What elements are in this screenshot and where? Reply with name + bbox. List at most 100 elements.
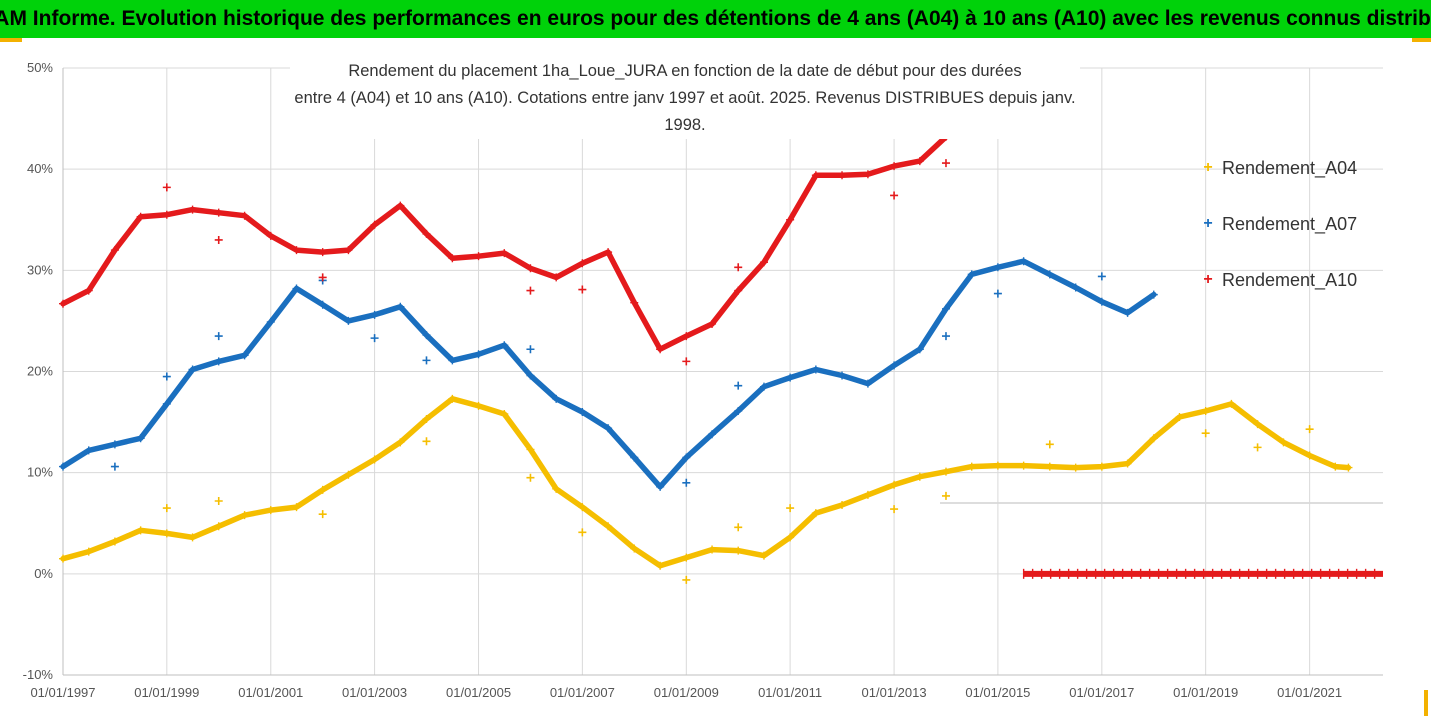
outlier-point	[526, 286, 535, 295]
outlier-point	[422, 437, 431, 446]
data-point	[604, 248, 613, 257]
data-point	[214, 208, 223, 217]
data-point	[396, 201, 405, 210]
data-point	[656, 345, 665, 354]
data-point	[915, 472, 924, 481]
x-tick-label: 01/01/2021	[1277, 685, 1342, 700]
data-point	[708, 545, 717, 554]
data-point	[552, 273, 561, 282]
data-point	[759, 382, 768, 391]
outlier-point	[890, 505, 899, 514]
series-a07	[59, 257, 1158, 491]
y-tick-label: 10%	[27, 465, 53, 480]
data-point	[526, 264, 535, 273]
x-tick-label: 01/01/2015	[965, 685, 1030, 700]
legend-label-a07: Rendement_A07	[1222, 213, 1358, 234]
data-point	[811, 171, 820, 180]
data-point	[292, 503, 301, 512]
data-point	[1123, 308, 1132, 317]
series-a04	[59, 394, 1353, 584]
data-point	[759, 551, 768, 560]
data-point	[578, 259, 587, 268]
y-tick-label: 40%	[27, 161, 53, 176]
data-point	[1149, 434, 1158, 443]
data-point	[1305, 451, 1314, 460]
outlier-point	[734, 263, 743, 272]
data-point	[1344, 463, 1353, 472]
data-point	[292, 246, 301, 255]
x-tick-label: 01/01/1999	[134, 685, 199, 700]
data-point	[474, 401, 483, 410]
data-point	[136, 526, 145, 535]
outlier-point	[526, 473, 535, 482]
data-point	[266, 506, 275, 515]
data-point	[188, 533, 197, 542]
data-point	[292, 284, 301, 293]
data-point	[967, 270, 976, 279]
data-point	[1253, 420, 1262, 429]
outlier-point	[318, 510, 327, 519]
series-a10	[59, 107, 1383, 579]
data-point	[967, 462, 976, 471]
data-point	[344, 316, 353, 325]
y-tick-label: -10%	[23, 667, 54, 682]
data-point	[318, 485, 327, 494]
data-point	[214, 357, 223, 366]
data-point	[474, 350, 483, 359]
outlier-point	[734, 381, 743, 390]
data-point	[370, 455, 379, 464]
data-point	[863, 379, 872, 388]
frame-corner-right	[1412, 38, 1431, 42]
legend-marker-a07: +	[1203, 215, 1213, 232]
outlier-point	[1305, 425, 1314, 434]
data-point	[318, 248, 327, 257]
data-point	[526, 371, 535, 380]
data-point	[1071, 283, 1080, 292]
data-point	[578, 503, 587, 512]
data-point	[1175, 413, 1184, 422]
outlier-point	[1097, 272, 1106, 281]
x-tick-label: 01/01/2001	[238, 685, 303, 700]
data-point	[422, 229, 431, 238]
data-point	[890, 162, 899, 171]
data-point	[188, 365, 197, 374]
data-point	[240, 511, 249, 520]
data-point	[1149, 290, 1158, 299]
data-point	[1045, 270, 1054, 279]
data-point	[993, 461, 1002, 470]
data-point	[656, 482, 665, 491]
x-tick-label: 01/01/2009	[654, 685, 719, 700]
outlier-point	[941, 332, 950, 341]
data-point	[59, 299, 67, 308]
outlier-point	[162, 372, 171, 381]
x-tick-label: 01/01/2017	[1069, 685, 1134, 700]
outlier-point	[214, 332, 223, 341]
legend-item-a10: + Rendement_A10	[1198, 252, 1388, 308]
frame-corner-bottom-right	[1424, 690, 1428, 716]
data-point	[682, 332, 691, 341]
data-point	[1279, 438, 1288, 447]
outlier-point	[214, 496, 223, 505]
data-point	[1071, 463, 1080, 472]
data-point	[656, 561, 665, 570]
data-point	[682, 553, 691, 562]
legend-item-a07: + Rendement_A07	[1198, 196, 1388, 252]
data-point	[162, 399, 171, 408]
outlier-point	[993, 289, 1002, 298]
outlier-point	[318, 273, 327, 282]
data-point	[500, 409, 509, 418]
data-point	[526, 445, 535, 454]
data-point	[786, 215, 795, 224]
x-tick-label: 01/01/2019	[1173, 685, 1238, 700]
data-point	[240, 351, 249, 360]
outlier-point	[1201, 429, 1210, 438]
data-point	[630, 298, 639, 307]
y-tick-label: 20%	[27, 364, 53, 379]
data-point	[110, 246, 119, 255]
outlier-point	[941, 491, 950, 500]
data-point	[941, 304, 950, 313]
data-point	[734, 286, 743, 295]
data-point	[448, 254, 457, 263]
data-point	[1097, 297, 1106, 306]
data-point	[863, 170, 872, 179]
